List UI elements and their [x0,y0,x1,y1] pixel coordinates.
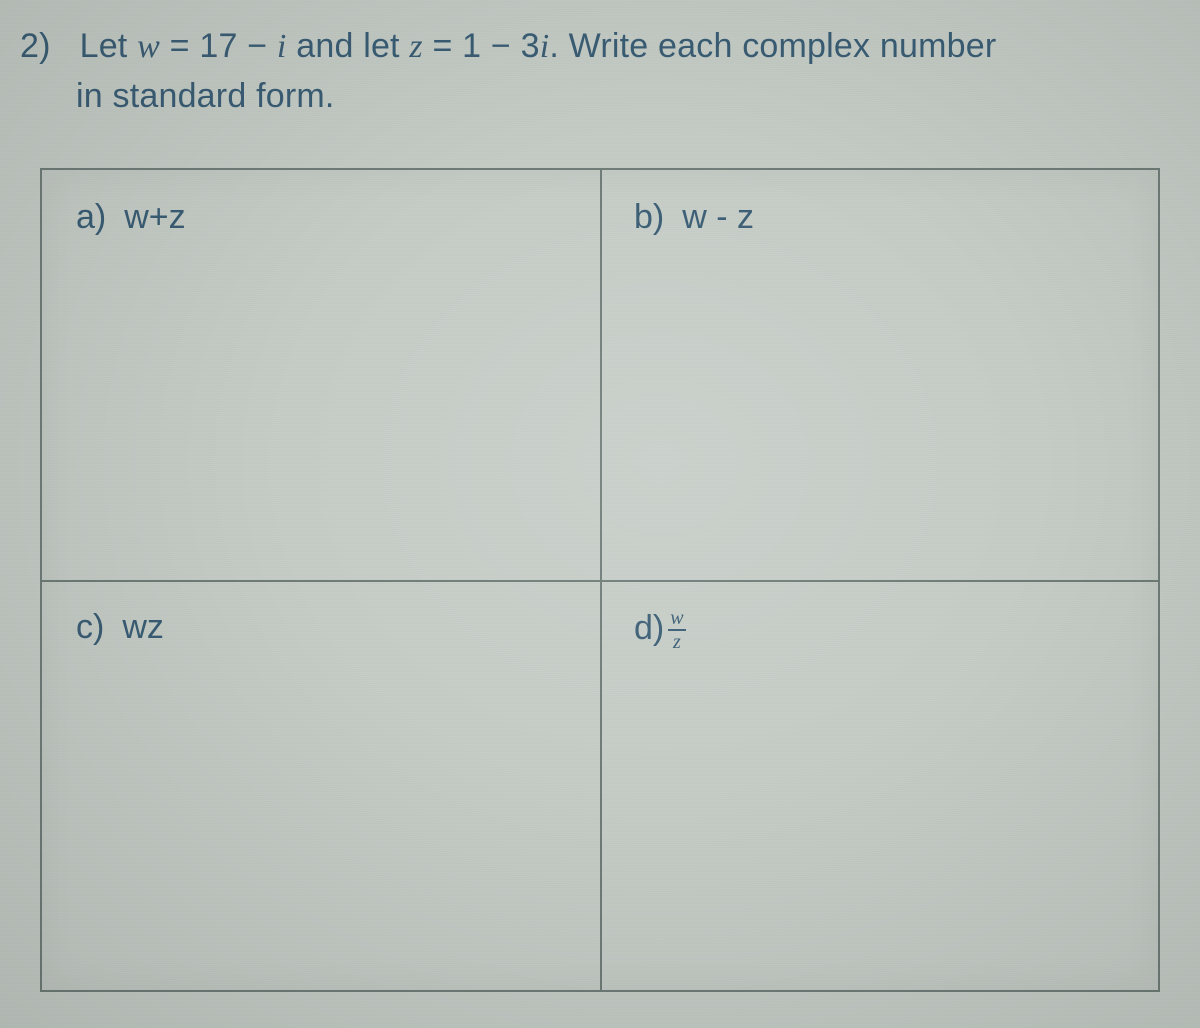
q-period: . [549,27,559,65]
var-z: z [409,28,422,65]
var-i-1: i [277,28,287,65]
cell-d-label: d)wz [634,608,1124,652]
cell-b-label: b) w - z [634,198,1124,237]
cell-c-expr: wz [122,608,164,646]
q-mid: and let [287,27,410,65]
cell-b-letter: b) [634,198,664,236]
cell-a-letter: a) [76,198,106,236]
question-text: 2) Let w = 17 − i and let z = 1 − 3i. Wr… [20,24,1160,120]
question-line-1: 2) Let w = 17 − i and let z = 1 − 3i. Wr… [20,24,1160,70]
cell-a-label: a) w+z [76,198,566,237]
answer-grid: a)w+z b)w - z c)wz d)wz [40,168,1160,992]
question-number: 2) [20,27,51,65]
cell-d-fraction: wz [668,608,685,652]
cell-b-expr: w - z [682,198,754,236]
fraction-numerator: w [668,608,685,628]
q-eq2: = 1 − 3 [423,27,540,65]
cell-d-letter: d) [634,609,664,647]
q-tail: Write each complex number [559,27,996,65]
cell-c-letter: c) [76,608,104,646]
cell-a: a) w+z [42,170,600,580]
q-eq1: = 17 − [160,27,277,65]
question-line-2: in standard form. [76,74,1160,120]
var-i-2: i [540,28,550,65]
q-prefix: Let [80,27,138,65]
cell-c: c) wz [42,580,600,990]
cell-b: b) w - z [600,170,1158,580]
cell-a-expr: w+z [124,198,185,236]
var-w: w [137,28,160,65]
fraction-denominator: z [668,632,685,652]
cell-d: d)wz [600,580,1158,990]
cell-c-label: c) wz [76,608,566,647]
